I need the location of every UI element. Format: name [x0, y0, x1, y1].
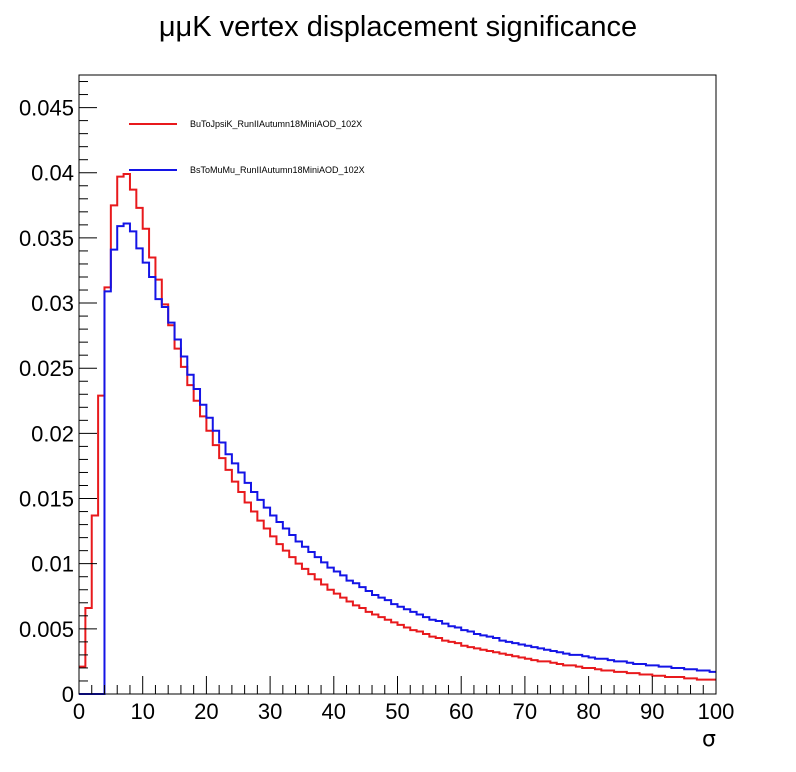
chart-title: μμK vertex displacement significance — [159, 11, 637, 43]
x-tick-label: 50 — [385, 699, 409, 724]
y-tick-label: 0.005 — [19, 617, 74, 642]
legend-entry-1: BuToJpsiK_RunIIAutumn18MiniAOD_102X — [190, 119, 362, 129]
x-tick-label: 60 — [449, 699, 473, 724]
y-tick-label: 0.04 — [31, 161, 74, 186]
x-tick-label: 10 — [130, 699, 154, 724]
x-tick-label: 90 — [640, 699, 664, 724]
axes: 0 10 20 30 40 50 60 70 80 90 100 0 0.005 0.01 0.015 0.0… — [19, 74, 735, 724]
y-tick-label: 0 — [62, 682, 74, 707]
legend-entry-2: BsToMuMu_RunIIAutumn18MiniAOD_102X — [190, 165, 365, 175]
x-tick-label: 20 — [194, 699, 218, 724]
y-tick-label: 0.02 — [31, 421, 74, 446]
y-tick-label: 0.03 — [31, 291, 74, 316]
x-tick-label: 30 — [258, 699, 282, 724]
x-tick-label: 0 — [73, 699, 85, 724]
y-tick-label: 0.01 — [31, 552, 74, 577]
x-tick-label: 80 — [576, 699, 600, 724]
y-tick-label: 0.025 — [19, 356, 74, 381]
y-tick-label: 0.035 — [19, 226, 74, 251]
y-tick-label: 0.015 — [19, 487, 74, 512]
plot-lines — [79, 173, 716, 695]
x-tick-label: 100 — [698, 699, 735, 724]
x-axis-label: σ — [702, 727, 716, 752]
x-tick-label: 40 — [322, 699, 346, 724]
legend: BuToJpsiK_RunIIAutumn18MiniAOD_102X BsToM… — [129, 119, 365, 175]
series-line-2 — [79, 222, 716, 695]
x-tick-label: 70 — [513, 699, 537, 724]
y-tick-label: 0.045 — [19, 96, 74, 121]
